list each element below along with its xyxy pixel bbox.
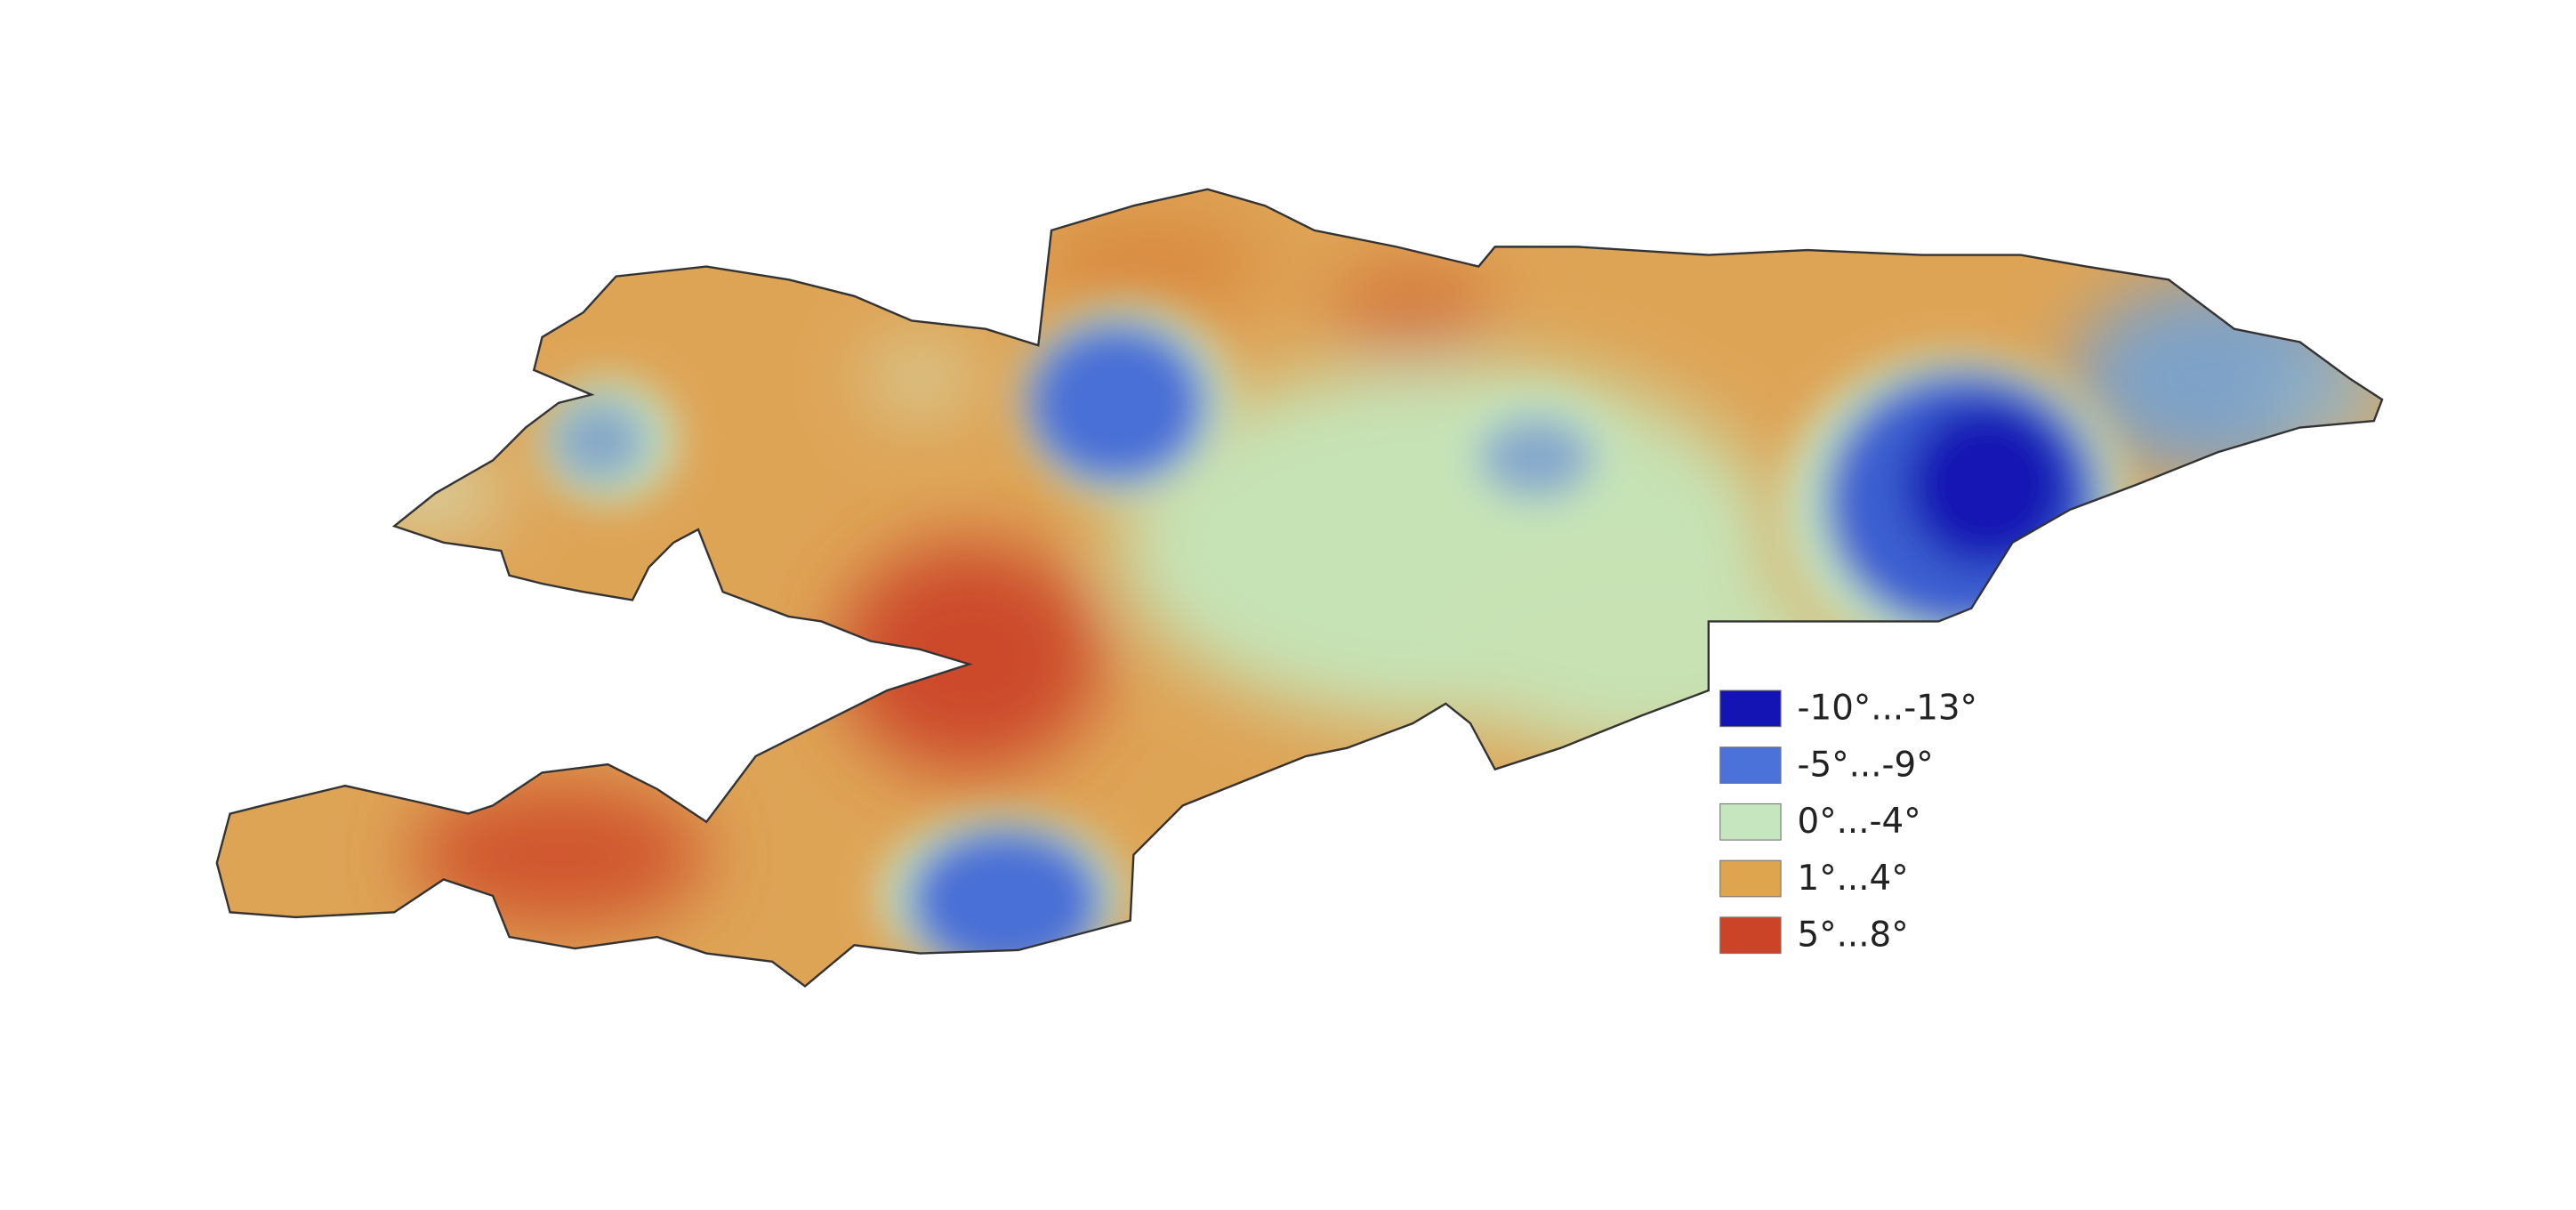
legend-label: 1°...4° [1798,859,1909,899]
temperature-field [216,189,2383,987]
legend-swatch [1719,916,1782,955]
legend-swatch [1719,859,1782,898]
legend-label: -5°...-9° [1798,745,1934,785]
legend-label: 5°...8° [1798,916,1909,956]
legend-swatch [1719,803,1782,841]
legend-label: 0°...-4° [1798,802,1921,842]
legend-swatch [1719,746,1782,784]
legend: -10°...-13° -5°...-9° 0°...-4° 1°...4° 5°...… [1719,689,1977,956]
legend-label: -10°...-13° [1798,689,1977,729]
legend-swatch [1719,690,1782,728]
